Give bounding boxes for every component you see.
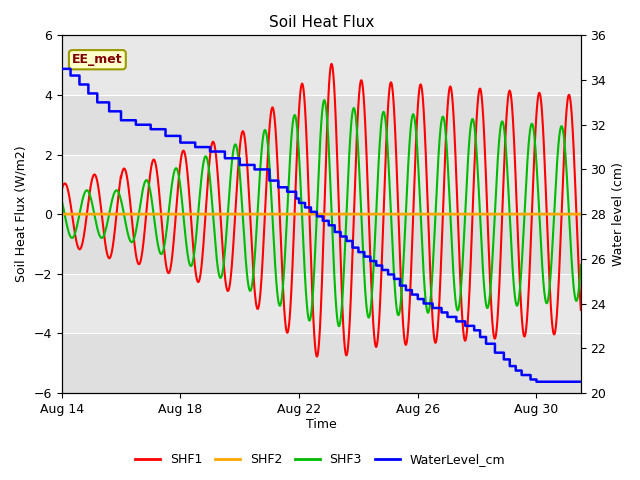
SHF1 [577, 307, 585, 313]
SHF1 [246, 198, 253, 204]
WaterLevel_cm [532, 379, 540, 384]
WaterLevel_cm [58, 66, 65, 72]
SHF2 [246, 211, 253, 217]
Bar [61, 333, 581, 393]
SHF1 [303, 137, 310, 143]
SHF3 [303, 299, 310, 305]
WaterLevel_cm [166, 133, 174, 139]
SHF2 [537, 211, 545, 217]
Title: Soil Heat Flux: Soil Heat Flux [269, 15, 374, 30]
X-axis label: Time: Time [306, 419, 337, 432]
WaterLevel_cm [537, 379, 545, 384]
WaterLevel_cm [303, 204, 310, 210]
SHF3 [246, 287, 253, 293]
Text: EE_met: EE_met [72, 53, 123, 66]
Y-axis label: Soil Heat Flux (W/m2): Soil Heat Flux (W/m2) [15, 146, 28, 282]
SHF2 [303, 211, 310, 217]
SHF3 [58, 197, 65, 203]
WaterLevel_cm [577, 379, 585, 384]
Line: SHF1: SHF1 [61, 64, 581, 357]
SHF1 [366, 247, 374, 252]
SHF1 [58, 187, 65, 193]
Bar [61, 95, 581, 155]
SHF1 [313, 354, 321, 360]
WaterLevel_cm [388, 272, 396, 277]
SHF3 [335, 324, 343, 329]
SHF2 [577, 211, 585, 217]
SHF1 [328, 61, 335, 67]
SHF3 [537, 241, 545, 247]
SHF3 [321, 97, 328, 103]
Legend: SHF1, SHF2, SHF3, WaterLevel_cm: SHF1, SHF2, SHF3, WaterLevel_cm [130, 448, 510, 471]
Bar [61, 155, 581, 214]
SHF2 [58, 211, 65, 217]
SHF2 [366, 211, 374, 217]
SHF1 [388, 82, 396, 87]
SHF3 [366, 311, 374, 317]
SHF3 [577, 262, 585, 268]
SHF3 [388, 229, 396, 235]
SHF3 [166, 197, 174, 203]
SHF1 [537, 97, 545, 103]
WaterLevel_cm [366, 254, 374, 260]
Line: WaterLevel_cm: WaterLevel_cm [61, 69, 581, 382]
Y-axis label: Water level (cm): Water level (cm) [612, 162, 625, 266]
Bar [61, 214, 581, 274]
Bar [61, 36, 581, 95]
SHF1 [166, 268, 174, 274]
SHF2 [388, 211, 396, 217]
WaterLevel_cm [246, 162, 253, 168]
Line: SHF3: SHF3 [61, 100, 581, 326]
SHF2 [166, 211, 174, 217]
Bar [61, 274, 581, 333]
